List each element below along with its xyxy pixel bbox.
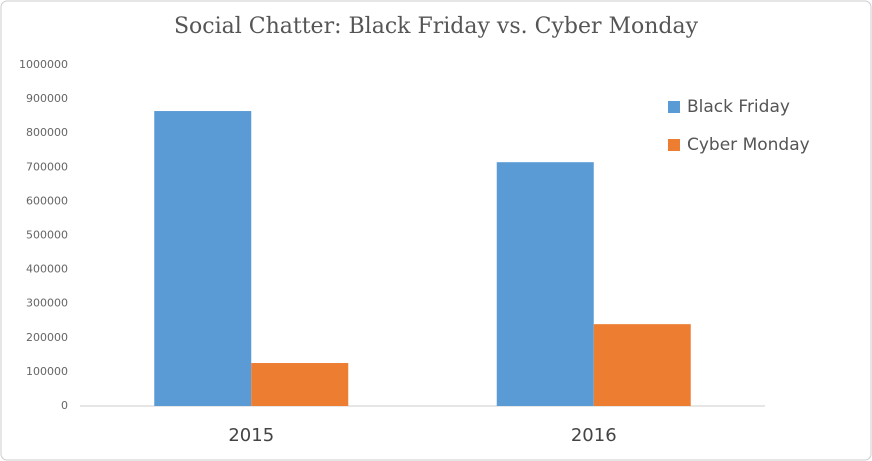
bar bbox=[496, 162, 594, 406]
y-tick-label: 0 bbox=[61, 399, 68, 412]
legend-label: Black Friday bbox=[687, 97, 790, 117]
y-tick-label: 900000 bbox=[26, 92, 68, 105]
y-tick-label: 800000 bbox=[26, 126, 68, 139]
legend-label: Cyber Monday bbox=[687, 135, 810, 155]
y-tick-label: 700000 bbox=[26, 160, 68, 173]
chart-title: Social Chatter: Black Friday vs. Cyber M… bbox=[174, 14, 699, 39]
legend-swatch bbox=[668, 139, 680, 151]
y-tick-label: 300000 bbox=[26, 297, 68, 310]
y-tick-label: 200000 bbox=[26, 331, 68, 344]
x-tick-label: 2016 bbox=[571, 425, 617, 446]
y-tick-label: 500000 bbox=[26, 229, 68, 242]
x-tick-label: 2015 bbox=[228, 425, 274, 446]
bar bbox=[154, 111, 252, 406]
legend-swatch bbox=[668, 101, 680, 113]
y-tick-label: 100000 bbox=[26, 365, 68, 378]
bar bbox=[251, 363, 349, 406]
bar bbox=[593, 324, 691, 406]
y-tick-label: 400000 bbox=[26, 263, 68, 276]
y-tick-label: 1000000 bbox=[19, 58, 68, 71]
y-tick-label: 600000 bbox=[26, 194, 68, 207]
